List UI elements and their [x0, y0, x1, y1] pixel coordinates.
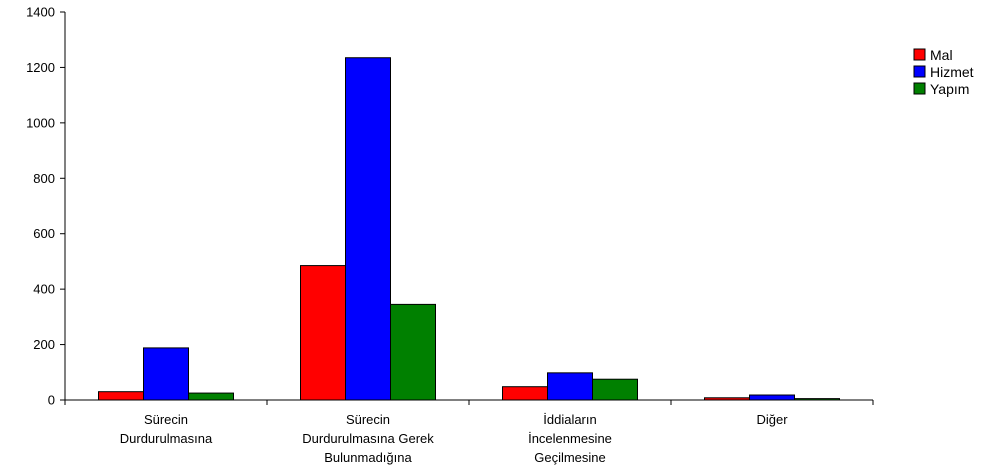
y-tick-label: 1400: [26, 5, 55, 20]
bar-yapım-1: [188, 392, 234, 401]
bars: [98, 57, 840, 401]
bar-mal-3: [502, 386, 548, 401]
axes: 0 200 400 600 800 1000 1200 1400: [26, 5, 874, 408]
x-category-label-line: Sürecin: [144, 412, 188, 427]
x-category-label-line: Durdurulmasına: [120, 431, 213, 446]
x-category-label: Diğer: [756, 412, 788, 427]
bar-mal-4: [704, 397, 750, 401]
legend-swatch-hizmet: [913, 65, 926, 78]
bar-mal-2: [300, 265, 346, 401]
legend-label-yapım: Yapım: [930, 81, 969, 97]
legend-swatch-yapım: [913, 82, 926, 95]
y-tick-label: 800: [33, 171, 55, 186]
bar-hizmet-2: [345, 57, 391, 401]
legend-swatch-mal: [913, 48, 926, 61]
bar-hizmet-1: [143, 347, 189, 401]
legend-label-hizmet: Hizmet: [930, 64, 974, 80]
y-tick-label: 600: [33, 226, 55, 241]
category-labels: Sürecin Durdurulmasına Sürecin Durdurulması…: [120, 412, 788, 465]
x-category-label-line: Geçilmesine: [534, 450, 606, 465]
x-category-label: İddiaların İncelenmesine Geçilmesine: [528, 412, 612, 465]
bar-mal-1: [98, 391, 144, 401]
y-tick-label: 400: [33, 282, 55, 297]
x-category-label: Sürecin Durdurulmasına: [120, 412, 213, 446]
x-category-label-line: Durdurulmasına Gerek: [302, 431, 434, 446]
y-tick-label: 1200: [26, 60, 55, 75]
x-category-label-line: Diğer: [756, 412, 788, 427]
x-category-label-line: Bulunmadığına: [324, 450, 412, 465]
x-category-label-line: Sürecin: [346, 412, 390, 427]
y-tick-label: 0: [48, 393, 55, 408]
x-category-label-line: İddiaların: [543, 412, 596, 427]
x-category-label: Sürecin Durdurulmasına Gerek Bulunmadığına: [302, 412, 434, 465]
bar-hizmet-3: [547, 372, 593, 401]
bar-hizmet-4: [749, 394, 795, 401]
x-category-label-line: İncelenmesine: [528, 431, 612, 446]
bar-yapım-2: [390, 303, 436, 401]
y-tick-label: 200: [33, 337, 55, 352]
bar-yapım-4: [794, 398, 840, 401]
y-tick-label: 1000: [26, 115, 55, 130]
legend-label-mal: Mal: [930, 47, 953, 63]
bar-yapım-3: [592, 378, 638, 401]
